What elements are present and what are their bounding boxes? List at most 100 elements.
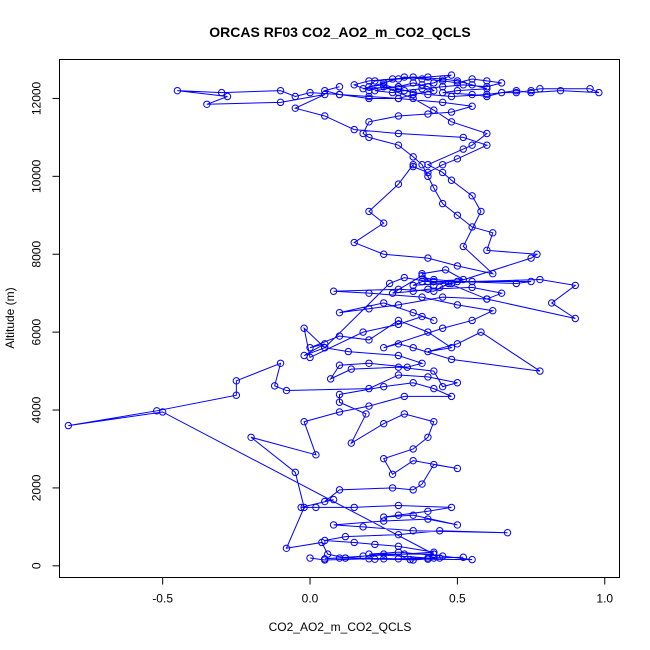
x-tick-label: -0.5 [152, 592, 173, 606]
data-point [459, 553, 467, 561]
data-point [409, 456, 417, 465]
x-tick-label: 1.0 [596, 592, 613, 606]
data-point [394, 363, 403, 371]
data-point [424, 433, 432, 441]
data-point [453, 155, 462, 163]
data-point [400, 73, 409, 81]
data-point [468, 90, 476, 99]
data-point [153, 407, 161, 415]
data-point [173, 86, 182, 95]
data-point [418, 359, 426, 367]
data-point [359, 85, 367, 93]
data-point [489, 307, 497, 315]
data-point [468, 277, 476, 286]
data-point [335, 332, 344, 340]
data-point [394, 351, 403, 360]
data-point [512, 88, 521, 97]
data-point [394, 530, 403, 539]
data-point [312, 503, 320, 512]
data-point [341, 532, 350, 541]
data-point [512, 279, 521, 288]
data-point [477, 207, 485, 216]
y-tick-label: 10000 [30, 159, 44, 193]
data-point [394, 112, 403, 120]
data-point [282, 544, 291, 552]
data-point [318, 538, 326, 547]
data-point [276, 98, 285, 107]
data-point [380, 419, 388, 428]
data-point [424, 110, 432, 118]
data-point [459, 133, 467, 142]
data-point [483, 141, 491, 149]
data-point [394, 83, 403, 91]
data-point [409, 94, 417, 103]
data-point [365, 359, 373, 367]
data-point [489, 229, 497, 237]
data-point [380, 299, 388, 307]
data-point [483, 295, 491, 303]
data-point [380, 382, 388, 391]
data-point [409, 486, 417, 494]
x-axis-label: CO2_AO2_m_CO2_QCLS [269, 620, 412, 634]
data-point [388, 289, 397, 297]
data-point [409, 344, 417, 352]
data-point [341, 554, 350, 562]
data-point [453, 301, 462, 309]
data-point [371, 86, 379, 95]
data-point [306, 353, 314, 362]
x-tick-label: 0.5 [449, 592, 466, 606]
data-point [371, 555, 379, 563]
data-point [409, 90, 417, 99]
data-point [306, 88, 314, 97]
data-point [380, 250, 388, 258]
data-point [335, 390, 344, 399]
data-point [436, 527, 444, 535]
data-point [380, 79, 388, 87]
data-point [447, 279, 456, 288]
data-point [424, 83, 432, 91]
y-tick-label: 8000 [30, 241, 44, 268]
data-point [483, 129, 491, 138]
data-point [477, 328, 485, 336]
data-point [418, 160, 426, 169]
data-point [400, 86, 409, 95]
data-point [453, 521, 462, 529]
data-point [571, 314, 579, 323]
data-point [418, 293, 426, 301]
data-point [385, 279, 394, 288]
data-point [365, 384, 373, 393]
data-point [447, 108, 456, 116]
data-point [300, 324, 308, 332]
data-point [297, 503, 305, 512]
data-point [380, 219, 388, 227]
data-point [459, 81, 467, 89]
data-point [394, 180, 403, 188]
data-point [276, 86, 285, 95]
data-point [321, 112, 329, 120]
data-point [394, 340, 403, 348]
plot-frame [59, 59, 620, 578]
data-point [403, 363, 411, 371]
data-point [438, 324, 447, 332]
data-point [394, 129, 403, 138]
x-axis: -0.5 0.0 0.5 1.0 [152, 577, 613, 606]
data-point [468, 223, 476, 231]
data-point [380, 550, 388, 558]
data-point [365, 94, 373, 103]
data-point [347, 365, 355, 373]
data-point [335, 308, 344, 317]
data-point [409, 79, 417, 87]
data-point [438, 75, 447, 83]
data-point [438, 98, 447, 107]
y-axis: 0 2000 4000 6000 8000 10000 12000 [30, 81, 60, 569]
data-point [203, 100, 211, 108]
data-point [497, 289, 506, 297]
data-point [232, 391, 241, 399]
data-point [430, 367, 438, 375]
data-point [447, 503, 456, 512]
data-point [359, 552, 367, 560]
data-point [312, 451, 320, 459]
data-point [424, 285, 432, 293]
data-point [329, 287, 338, 295]
data-point [394, 316, 403, 325]
